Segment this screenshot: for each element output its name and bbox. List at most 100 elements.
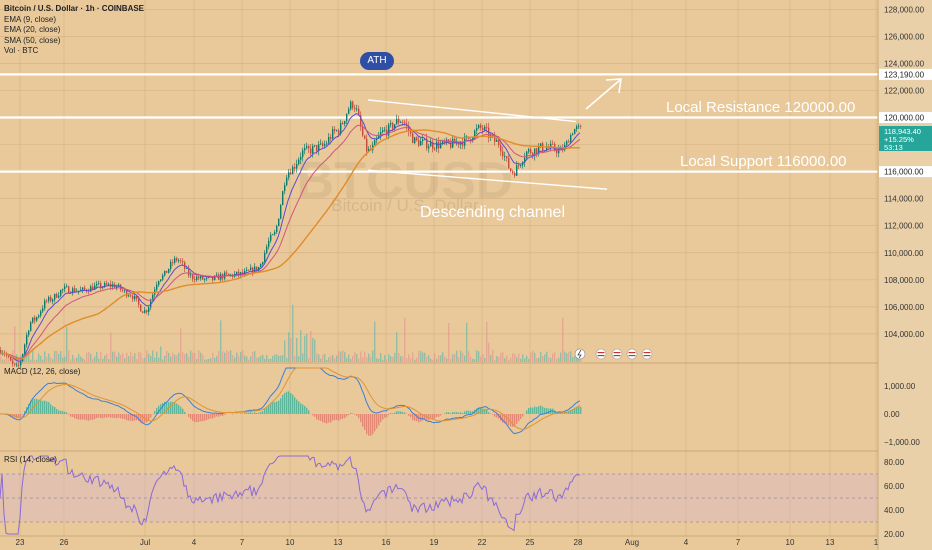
us-flag-icon	[611, 348, 623, 360]
candle-body	[482, 127, 484, 130]
macd-histogram-bar	[470, 411, 472, 414]
volume-bar	[578, 357, 580, 362]
macd-histogram-bar	[64, 411, 66, 414]
volume-bar	[502, 352, 504, 362]
price-tick-label: 128,000.00	[884, 5, 925, 14]
candle-body	[14, 363, 16, 365]
candle-body	[392, 123, 394, 129]
candle-body	[314, 145, 316, 147]
volume-bar	[352, 356, 354, 362]
volume-bar	[498, 356, 500, 362]
macd-histogram-bar	[414, 414, 416, 421]
candle-body	[158, 281, 160, 285]
candle-body	[510, 168, 512, 172]
macd-histogram-bar	[178, 405, 180, 414]
candle-body	[74, 288, 76, 293]
volume-bar	[492, 349, 494, 362]
candle-body	[508, 157, 510, 169]
volume-bar	[446, 358, 448, 362]
macd-histogram-bar	[304, 405, 306, 414]
macd-histogram-bar	[204, 414, 206, 421]
volume-bar	[412, 352, 414, 362]
volume-bar	[72, 354, 74, 362]
macd-histogram-bar	[362, 414, 364, 427]
volume-bar	[210, 358, 212, 362]
macd-histogram-bar	[360, 414, 362, 423]
volume-bar	[156, 351, 158, 362]
volume-bar	[284, 340, 286, 362]
candle-body	[428, 146, 430, 149]
volume-bar	[346, 357, 348, 362]
volume-bar	[252, 352, 254, 362]
macd-histogram-bar	[88, 414, 90, 421]
volume-bar	[278, 355, 280, 362]
volume-bar	[84, 359, 86, 362]
macd-histogram-bar	[422, 414, 424, 421]
volume-bar	[188, 356, 190, 362]
indicator-ema9[interactable]: EMA (9, close)	[4, 14, 57, 24]
candle-body	[308, 146, 310, 149]
volume-bar	[522, 354, 524, 362]
symbol-line[interactable]: Bitcoin / U.S. Dollar · 1h · COINBASE	[4, 4, 145, 13]
indicator-sma50[interactable]: SMA (50, close)	[4, 35, 61, 45]
volume-bar	[520, 358, 522, 362]
volume-bar	[98, 358, 100, 362]
macd-histogram-bar	[236, 413, 238, 414]
candle-body	[534, 148, 536, 156]
volume-bar	[388, 354, 390, 362]
candle-body	[60, 290, 62, 296]
indicator-ema20[interactable]: EMA (20, close)	[4, 25, 61, 34]
volume-bar	[48, 353, 50, 362]
time-tick-label: 23	[16, 538, 25, 547]
volume-bar	[376, 358, 378, 362]
last-price-bg	[879, 126, 932, 151]
volume-bar	[36, 359, 38, 362]
volume-bar	[282, 355, 284, 362]
candle-body	[72, 288, 74, 294]
price-tick-label: 106,000.00	[884, 303, 925, 312]
volume-bar	[530, 352, 532, 362]
volume-bar	[152, 350, 154, 362]
rsi-label[interactable]: RSI (14, close)	[4, 455, 57, 464]
macd-histogram-bar	[328, 414, 330, 423]
volume-bar	[500, 352, 502, 362]
us-flag-icon	[626, 348, 638, 360]
macd-histogram-bar	[374, 414, 376, 432]
volume-bar	[286, 357, 288, 362]
candle-body	[432, 142, 434, 149]
macd-histogram-bar	[402, 411, 404, 414]
candle-body	[240, 272, 242, 276]
volume-bar	[52, 359, 54, 362]
macd-histogram-bar	[250, 412, 252, 414]
macd-histogram-bar	[412, 414, 414, 421]
macd-histogram-bar	[184, 411, 186, 414]
macd-histogram-bar	[16, 414, 18, 419]
volume-bar	[534, 352, 536, 362]
candle-body	[190, 274, 192, 276]
macd-histogram-bar	[42, 400, 44, 414]
macd-histogram-bar	[438, 414, 440, 417]
volume-bar	[28, 351, 30, 362]
candle-body	[58, 295, 60, 298]
candle-body	[362, 126, 364, 136]
candle-body	[548, 147, 550, 149]
volume-bar	[358, 358, 360, 362]
candle-body	[212, 276, 214, 280]
volume-bar	[332, 354, 334, 362]
macd-histogram-bar	[62, 411, 64, 414]
candle-body	[324, 144, 326, 146]
volume-bar	[384, 355, 386, 362]
volume-bar	[184, 354, 186, 362]
macd-histogram-bar	[172, 402, 174, 414]
indicator-volume[interactable]: Vol · BTC	[4, 46, 39, 55]
candle-body	[0, 350, 2, 354]
volume-bar	[524, 358, 526, 362]
volume-bar	[444, 356, 446, 362]
volume-bar	[414, 359, 416, 362]
volume-bar	[92, 358, 94, 362]
candle-body	[264, 252, 266, 262]
macd-label[interactable]: MACD (12, 26, close)	[4, 367, 81, 376]
macd-histogram-bar	[434, 414, 436, 419]
macd-histogram-bar	[244, 413, 246, 414]
